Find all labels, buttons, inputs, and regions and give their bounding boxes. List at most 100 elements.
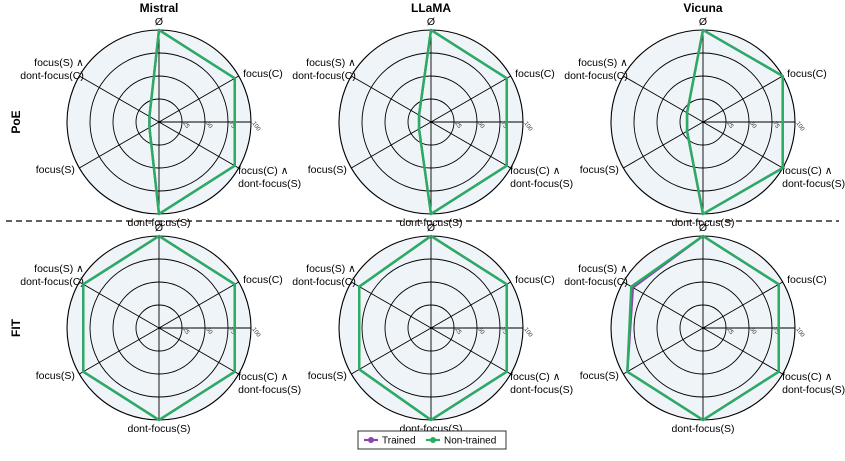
radar-spoke: [623, 75, 704, 123]
legend-swatch-marker: [430, 437, 436, 443]
axis-label-focus-c: focus(C): [787, 68, 827, 80]
axis-label-focus-s-dont-focus-c: focus(S) ∧ dont-focus(C): [20, 57, 84, 82]
radar-spoke: [623, 121, 704, 169]
radial-tick-label: 25: [725, 121, 734, 130]
axis-label-empty-set: Ø: [155, 222, 163, 234]
radial-tick-label: 25: [453, 121, 462, 130]
legend-label-trained: Trained: [382, 436, 416, 447]
radar-spoke: [702, 121, 783, 169]
radial-tick-label: 100: [794, 327, 805, 339]
column-title-mistral: Mistral: [140, 1, 179, 15]
axis-label-empty-set: Ø: [699, 16, 707, 28]
radial-tick-label: 50: [476, 327, 485, 336]
radial-tick-label: 75: [499, 121, 508, 130]
axis-label-focus-c: focus(C): [515, 274, 555, 286]
radial-tick-label: 25: [725, 327, 734, 336]
axis-label-focus-s: focus(S): [308, 164, 347, 176]
radar-spoke: [430, 281, 511, 329]
axis-label-focus-s-dont-focus-c: focus(S) ∧ dont-focus(C): [564, 57, 628, 82]
axis-label-empty-set: Ø: [427, 222, 435, 234]
radar-spoke: [158, 327, 239, 375]
legend: Trained Non-trained: [357, 430, 507, 450]
axis-label-focus-s: focus(S): [580, 370, 619, 382]
axis-label-dont-focus-s: dont-focus(S): [671, 217, 734, 229]
axis-label-focus-s: focus(S): [308, 370, 347, 382]
radar-spoke: [158, 121, 239, 169]
axis-label-focus-s: focus(S): [36, 164, 75, 176]
axis-label-empty-set: Ø: [427, 16, 435, 28]
axis-label-focus-s: focus(S): [36, 370, 75, 382]
row-label-poe: PoE: [9, 110, 23, 133]
column-title-vicuna: Vicuna: [683, 1, 722, 15]
radial-tick-label: 100: [250, 121, 261, 133]
radial-tick-label: 100: [794, 121, 805, 133]
axis-label-focus-c: focus(C): [787, 274, 827, 286]
radar-spoke: [79, 121, 160, 169]
column-titles: Mistral LLaMA Vicuna: [140, 1, 723, 15]
radar-spoke: [702, 75, 783, 123]
radar-spoke: [351, 75, 432, 123]
axis-label-focus-s-dont-focus-c: focus(S) ∧ dont-focus(C): [292, 57, 356, 82]
axis-label-focus-s: focus(S): [580, 164, 619, 176]
axis-label-focus-c-dont-focus-s: focus(C) ∧ dont-focus(S): [782, 165, 845, 190]
legend-swatch-marker: [368, 437, 374, 443]
radial-tick-label: 100: [250, 327, 261, 339]
axis-label-focus-c: focus(C): [515, 68, 555, 80]
axis-label-dont-focus-s: dont-focus(S): [127, 423, 190, 435]
legend-item-trained: Trained: [364, 436, 416, 447]
legend-label-non-trained: Non-trained: [444, 436, 496, 447]
row-label-fit: FIT: [9, 318, 23, 337]
radial-tick-label: 50: [204, 121, 213, 130]
radial-tick-label: 50: [476, 121, 485, 130]
radar-spoke: [623, 281, 704, 329]
radar-spoke: [430, 75, 511, 123]
radar-spoke: [79, 75, 160, 123]
legend-item-non-trained: Non-trained: [426, 436, 496, 447]
radar-spoke: [351, 327, 432, 375]
axis-label-focus-c-dont-focus-s: focus(C) ∧ dont-focus(S): [510, 371, 573, 396]
axis-label-focus-c-dont-focus-s: focus(C) ∧ dont-focus(S): [510, 165, 573, 190]
axis-label-focus-c-dont-focus-s: focus(C) ∧ dont-focus(S): [782, 371, 845, 396]
column-title-llama: LLaMA: [411, 1, 451, 15]
series-line-non-trained: [685, 28, 784, 216]
axis-label-focus-c: focus(C): [243, 274, 283, 286]
radial-tick-label: 25: [453, 327, 462, 336]
radial-tick-label: 50: [748, 327, 757, 336]
radial-tick-label: 25: [181, 327, 190, 336]
series-line-non-trained: [626, 234, 780, 422]
radial-tick-label: 50: [748, 121, 757, 130]
radial-tick-label: 25: [181, 121, 190, 130]
radar-spoke: [702, 281, 783, 329]
axis-label-empty-set: Ø: [155, 16, 163, 28]
radial-tick-label: 75: [227, 121, 236, 130]
series-line-non-trained: [148, 28, 236, 216]
axis-label-focus-s-dont-focus-c: focus(S) ∧ dont-focus(C): [292, 263, 356, 288]
axis-label-focus-c-dont-focus-s: focus(C) ∧ dont-focus(S): [238, 165, 301, 190]
radial-tick-label: 75: [499, 327, 508, 336]
axis-label-focus-s-dont-focus-c: focus(S) ∧ dont-focus(C): [564, 263, 628, 288]
radial-tick-label: 75: [771, 327, 780, 336]
radial-tick-label: 50: [204, 327, 213, 336]
radar-spoke: [79, 327, 160, 375]
axis-label-focus-s-dont-focus-c: focus(S) ∧ dont-focus(C): [20, 263, 84, 288]
series-line-non-trained: [82, 234, 236, 422]
radar-spoke: [623, 327, 704, 375]
radar-spoke: [430, 121, 511, 169]
radar-spoke: [351, 121, 432, 169]
radial-tick-label: 75: [227, 327, 236, 336]
radial-tick-label: 100: [522, 121, 533, 133]
axis-label-focus-c-dont-focus-s: focus(C) ∧ dont-focus(S): [238, 371, 301, 396]
axis-label-dont-focus-s: dont-focus(S): [127, 217, 190, 229]
axis-label-dont-focus-s: dont-focus(S): [399, 217, 462, 229]
radial-tick-label: 100: [522, 327, 533, 339]
axis-label-dont-focus-s: dont-focus(S): [671, 423, 734, 435]
axis-label-empty-set: Ø: [699, 222, 707, 234]
row-labels: PoE FIT: [9, 110, 23, 337]
